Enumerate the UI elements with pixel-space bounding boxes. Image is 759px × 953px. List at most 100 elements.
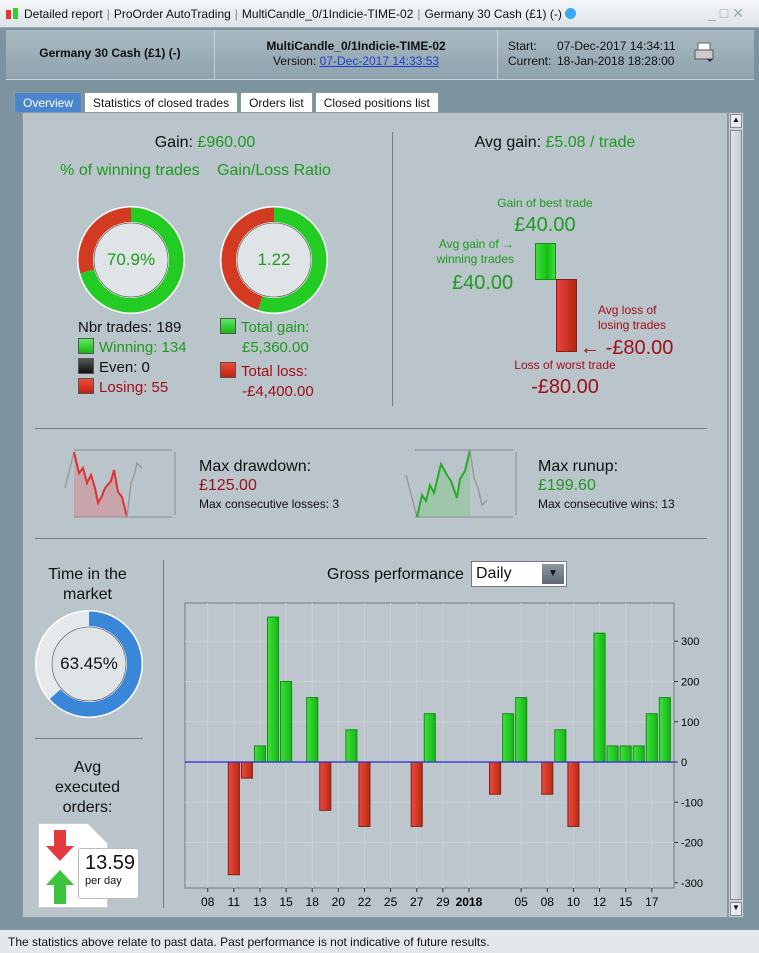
gain-bar <box>267 616 280 763</box>
avg-orders-title: Avg executed orders: <box>55 759 120 816</box>
gain-bar <box>619 745 632 763</box>
x-tick-label: 05 <box>515 895 529 909</box>
orders-arrows-icon <box>46 830 74 904</box>
x-tick-label: 08 <box>541 895 555 909</box>
section-divider <box>35 538 707 539</box>
chevron-down-icon[interactable]: ▼ <box>542 564 564 584</box>
disclaimer-status-bar: The statistics above relate to past data… <box>0 929 759 953</box>
gain-bar <box>658 697 671 763</box>
section-divider <box>35 738 143 739</box>
drawdown-label: Max drawdown: <box>199 458 312 475</box>
consec-wins: Max consecutive wins: 13 <box>538 497 675 511</box>
drawdown-value: £125.00 <box>199 477 257 494</box>
trade-counts: Nbr trades: 189 Winning: 134 Even: 0 Los… <box>78 318 187 398</box>
vertical-scrollbar[interactable]: ▲ ▼ <box>728 112 744 918</box>
version-link[interactable]: 07-Dec-2017 14:33:53 <box>319 54 440 68</box>
scroll-down-button[interactable]: ▼ <box>730 902 742 916</box>
avg-loss-value: -£80.00 <box>605 337 674 359</box>
gain-bar <box>593 632 606 763</box>
loss-bar <box>541 761 554 795</box>
avg-loss-bar <box>556 279 577 352</box>
ratio-donut <box>220 206 328 314</box>
close-button[interactable]: ✕ <box>732 5 748 21</box>
total-loss-label: Total loss: <box>241 363 308 380</box>
best-trade-value: £40.00 <box>514 214 576 236</box>
even-legend-icon <box>78 358 94 374</box>
start-label: Start: <box>508 39 537 53</box>
gain-bar <box>253 745 266 763</box>
drawdown-sparkline <box>64 449 176 518</box>
loss-bar <box>240 761 253 779</box>
vertical-divider <box>163 560 164 908</box>
x-tick-label: 10 <box>567 895 581 909</box>
time-in-market-title: Time in the market <box>48 566 127 603</box>
total-loss-legend-icon <box>220 362 236 378</box>
runup-sparkline <box>405 449 517 518</box>
print-icon[interactable] <box>694 42 716 64</box>
title-part: Germany 30 Cash (£1) (-) <box>424 7 562 21</box>
strategy-name: MultiCandle_0/1Indicie-TIME-02 <box>266 39 446 53</box>
tab-overview[interactable]: Overview <box>14 92 83 112</box>
info-bubble-icon[interactable] <box>565 8 577 19</box>
x-tick-label: 11 <box>228 895 241 909</box>
x-tick-label: 08 <box>201 895 215 909</box>
x-tick-label: 20 <box>332 895 346 909</box>
losing-segment <box>78 207 131 274</box>
window-title: Detailed report | ProOrder AutoTrading | Mul… <box>24 7 577 21</box>
gain-label: Gain: <box>154 134 193 151</box>
out-market-segment <box>36 611 89 699</box>
orders-value-box: 13.59 per day <box>78 848 139 899</box>
gain-bar <box>306 697 319 763</box>
y-tick-label: 100 <box>681 717 699 729</box>
winning-donut <box>77 206 185 314</box>
scroll-up-button[interactable]: ▲ <box>730 114 742 128</box>
maximize-button[interactable]: □ <box>719 5 733 21</box>
minimize-button[interactable]: _ <box>708 5 720 21</box>
orders-value: 13.59 <box>85 852 136 874</box>
version-label: Version: <box>272 54 317 68</box>
total-gain-label: Total gain: <box>241 319 310 336</box>
time-in-market-pct: 63.45% <box>60 654 118 673</box>
period-selected: Daily <box>476 565 512 582</box>
report-header: Germany 30 Cash (£1) (-) MultiCandle_0/1… <box>6 30 754 80</box>
total-loss-value: -£4,400.00 <box>242 383 314 400</box>
y-tick-label: 200 <box>681 676 699 688</box>
loss-bar <box>410 761 423 827</box>
y-tick-label: -300 <box>681 878 703 890</box>
vertical-divider <box>392 132 393 406</box>
x-tick-label: 27 <box>410 895 424 909</box>
x-tick-label: 15 <box>619 895 633 909</box>
x-tick-label: 15 <box>279 895 293 909</box>
x-tick-label: 25 <box>384 895 398 909</box>
avg-gain-value: £5.08 / trade <box>545 134 636 151</box>
y-tick-label: -100 <box>681 797 703 809</box>
ratio-title: Gain/Loss Ratio <box>217 162 331 179</box>
avg-win-label: Avg gain of → winning trades <box>436 237 514 266</box>
gross-performance-chart: 300 200 100 0 -100 -200 -300 08 11 13 15 18 20 22 25 27… <box>184 602 703 909</box>
avg-gain-heading: Avg gain: £5.08 / trade <box>400 134 710 152</box>
total-gain-legend-icon <box>220 318 236 334</box>
current-value: 18-Jan-2018 18:28:00 <box>557 54 675 68</box>
avg-loss-value-row: ← -£80.00 <box>580 337 674 359</box>
tab-statistics[interactable]: Statistics of closed trades <box>84 92 239 112</box>
gain-loss-totals: Total gain: £5,360.00 Total loss: -£4,40… <box>220 318 314 402</box>
gain-bar <box>554 729 567 763</box>
scroll-thumb[interactable] <box>730 130 742 900</box>
y-tick-label: 0 <box>681 757 687 769</box>
gain-bar <box>423 713 436 763</box>
time-in-market-donut <box>35 610 143 718</box>
loss-bar <box>567 761 580 827</box>
runup-label: Max runup: <box>538 458 619 475</box>
period-select[interactable]: Daily ▼ <box>471 561 567 587</box>
tab-orders-list[interactable]: Orders list <box>240 92 313 112</box>
ratio-value: 1.22 <box>257 250 291 269</box>
gain-bar <box>345 729 358 763</box>
x-tick-label: 13 <box>253 895 267 909</box>
nbr-trades: Nbr trades: 189 <box>78 319 182 336</box>
y-tick-label: -200 <box>681 838 703 850</box>
gain-bar <box>502 713 515 763</box>
worst-trade-label: Loss of worst trade <box>514 358 616 372</box>
avg-loss-label: Avg loss of losing trades <box>598 303 667 332</box>
tab-closed-positions[interactable]: Closed positions list <box>314 92 439 112</box>
x-tick-label: 2018 <box>456 895 483 909</box>
